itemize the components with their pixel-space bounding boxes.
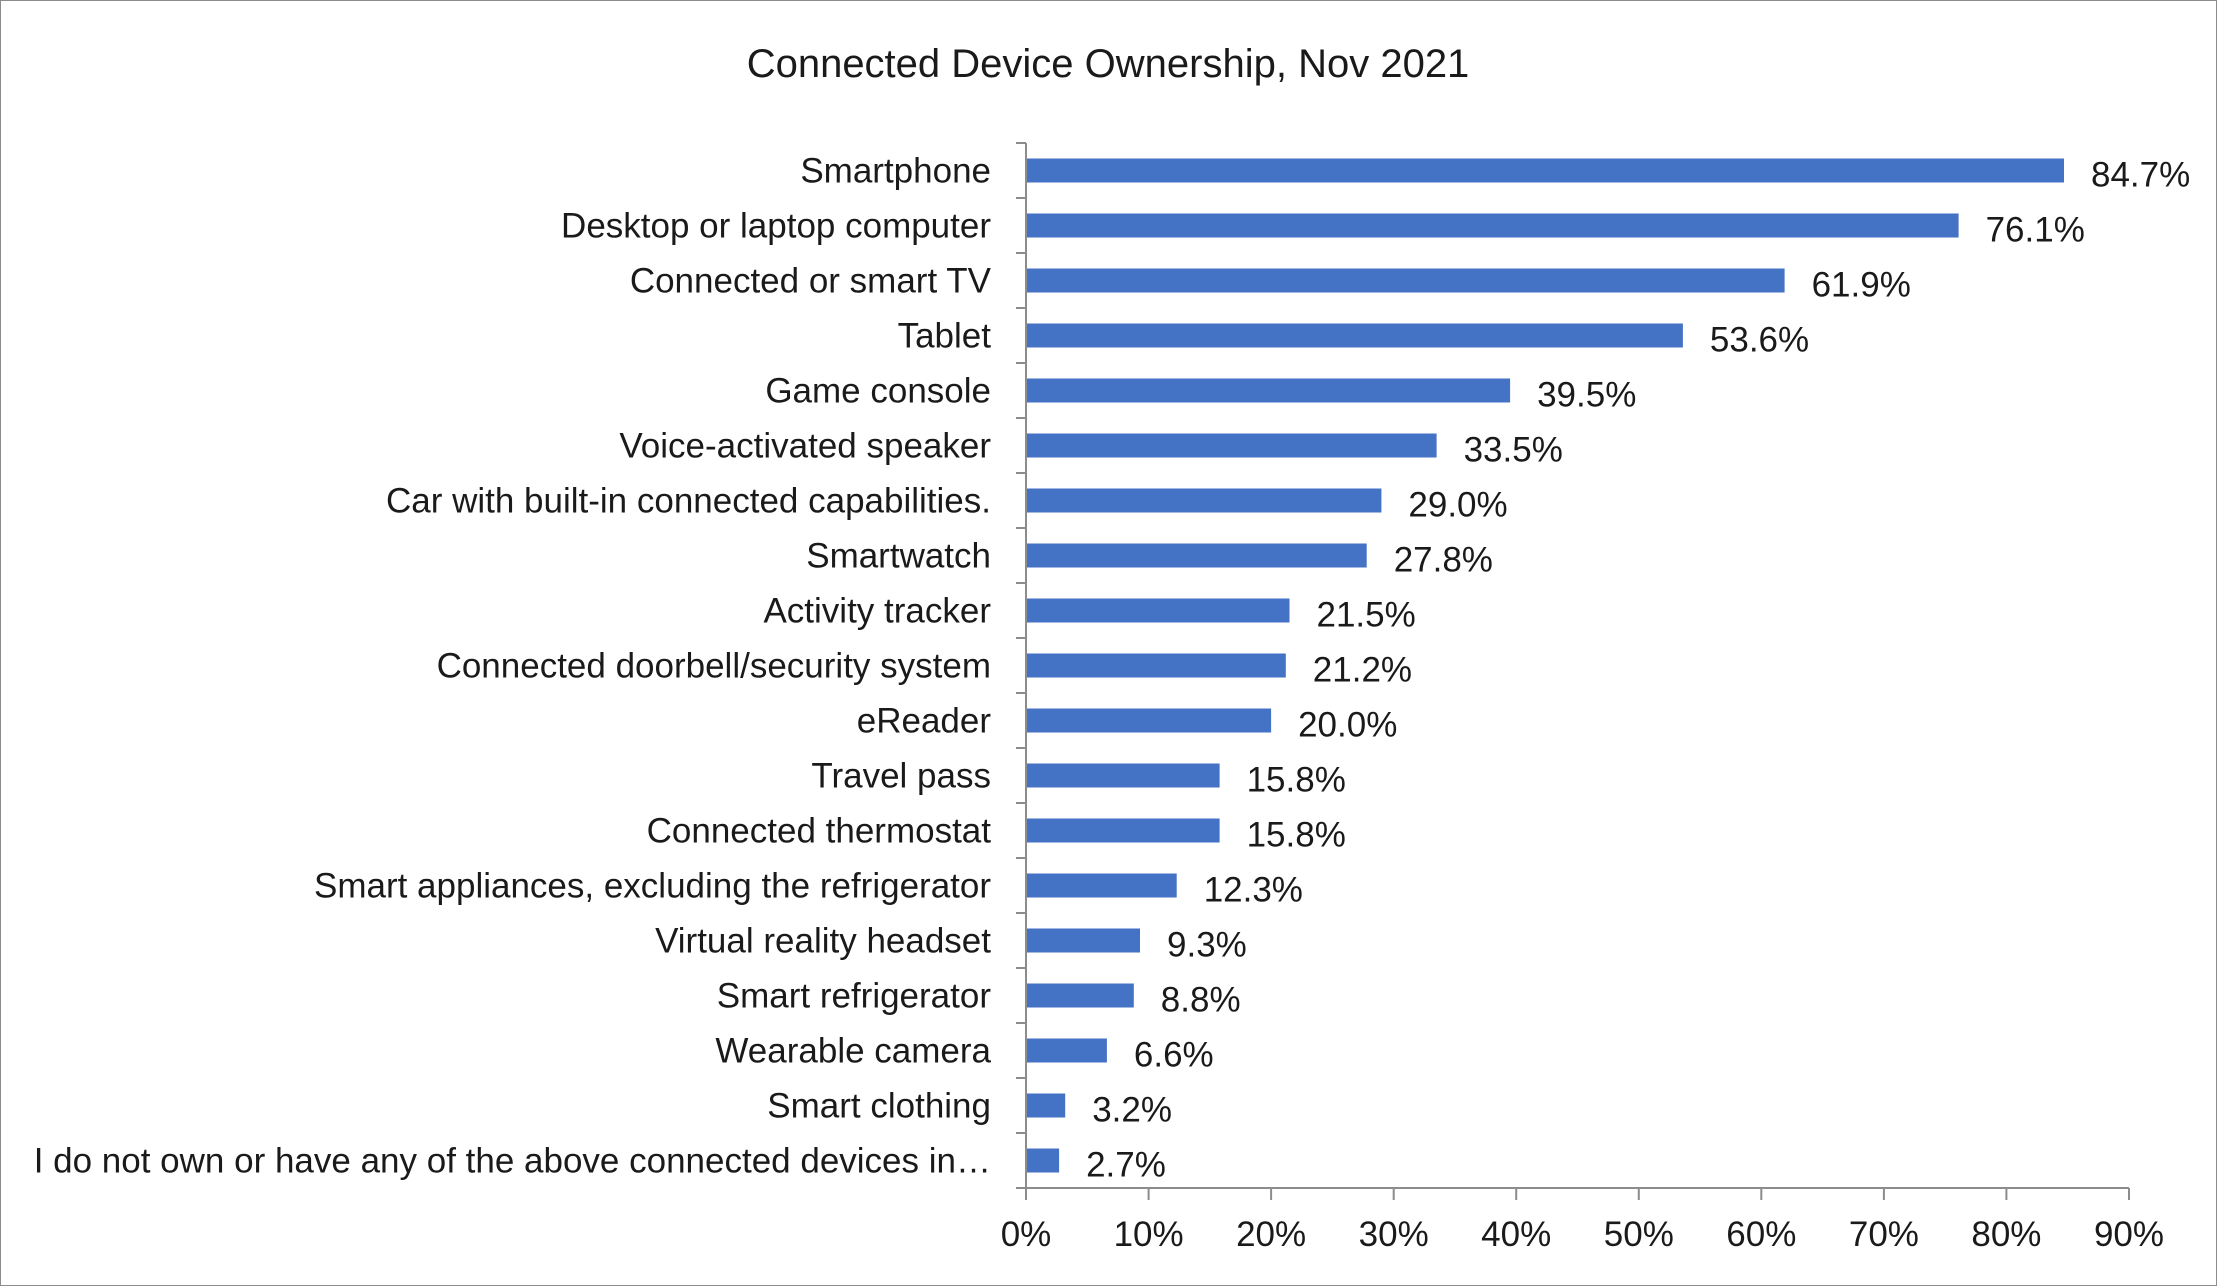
data-label: 76.1% (1986, 211, 2085, 250)
x-tick-label: 30% (1359, 1215, 1429, 1254)
axes-group: 0% 10% 20% 30% 40% 50% 60% 70% 80% 90% (1001, 142, 2164, 1254)
x-tick-label: 10% (1114, 1215, 1184, 1254)
labels-group: Smartphone 84.7% Desktop or laptop compute… (34, 152, 2191, 1185)
data-label: 15.8% (1247, 761, 1346, 800)
bar (1026, 433, 1437, 458)
category-label: Smart appliances, excluding the refriger… (314, 867, 991, 906)
category-label: Smartwatch (806, 537, 991, 576)
data-label: 29.0% (1408, 486, 1507, 525)
data-label: 6.6% (1134, 1036, 1214, 1075)
category-label: Connected or smart TV (630, 262, 992, 301)
category-label: Car with built-in connected capabilities… (386, 482, 991, 521)
bar (1026, 763, 1220, 788)
bar (1026, 1148, 1060, 1173)
category-label: Tablet (898, 317, 992, 356)
data-label: 27.8% (1394, 541, 1493, 580)
bar (1026, 268, 1785, 293)
bar (1026, 1093, 1066, 1118)
bar (1026, 488, 1382, 513)
data-label: 53.6% (1710, 321, 1809, 360)
category-label: Connected thermostat (647, 812, 992, 851)
data-label: 21.2% (1313, 651, 1412, 690)
bar (1026, 378, 1511, 403)
category-label: Virtual reality headset (655, 922, 991, 961)
x-tick-label: 70% (1849, 1215, 1919, 1254)
category-label: Wearable camera (715, 1032, 991, 1071)
data-label: 9.3% (1167, 926, 1247, 965)
category-label: Smart refrigerator (717, 977, 992, 1016)
x-tick-label: 20% (1236, 1215, 1306, 1254)
data-label: 21.5% (1317, 596, 1416, 635)
x-tick-label: 80% (1971, 1215, 2041, 1254)
category-label: Smartphone (800, 152, 991, 191)
category-label: Smart clothing (767, 1087, 991, 1126)
category-label: Desktop or laptop computer (561, 207, 991, 246)
bar (1026, 1038, 1107, 1063)
data-label: 8.8% (1161, 981, 1241, 1020)
bar (1026, 818, 1220, 843)
category-label: Activity tracker (763, 592, 991, 631)
data-label: 15.8% (1247, 816, 1346, 855)
category-label: Travel pass (811, 757, 991, 796)
category-label: Connected doorbell/security system (437, 647, 991, 686)
bar (1026, 873, 1177, 898)
category-label: I do not own or have any of the above co… (34, 1142, 991, 1181)
bar (1026, 598, 1290, 623)
data-label: 39.5% (1537, 376, 1636, 415)
bar (1026, 708, 1272, 733)
data-label: 2.7% (1086, 1146, 1166, 1185)
bar (1026, 653, 1286, 678)
data-label: 84.7% (2091, 156, 2190, 195)
category-label: Voice-activated speaker (619, 427, 991, 466)
category-label: Game console (765, 372, 991, 411)
x-tick-label: 40% (1481, 1215, 1551, 1254)
chart-title: Connected Device Ownership, Nov 2021 (747, 42, 1470, 86)
bar (1026, 323, 1683, 348)
data-label: 20.0% (1298, 706, 1397, 745)
category-label: eReader (857, 702, 992, 741)
x-tick-label: 0% (1001, 1215, 1052, 1254)
data-label: 61.9% (1812, 266, 1911, 305)
data-label: 12.3% (1204, 871, 1303, 910)
bar (1026, 543, 1367, 568)
bar (1026, 928, 1140, 953)
bar (1026, 983, 1134, 1008)
x-tick-label: 60% (1726, 1215, 1796, 1254)
x-tick-label: 50% (1604, 1215, 1674, 1254)
data-label: 33.5% (1464, 431, 1563, 470)
bars-group (1026, 158, 2064, 1173)
data-label: 3.2% (1092, 1091, 1172, 1130)
x-tick-label: 90% (2094, 1215, 2164, 1254)
bar (1026, 213, 1959, 238)
bar (1026, 158, 2064, 183)
